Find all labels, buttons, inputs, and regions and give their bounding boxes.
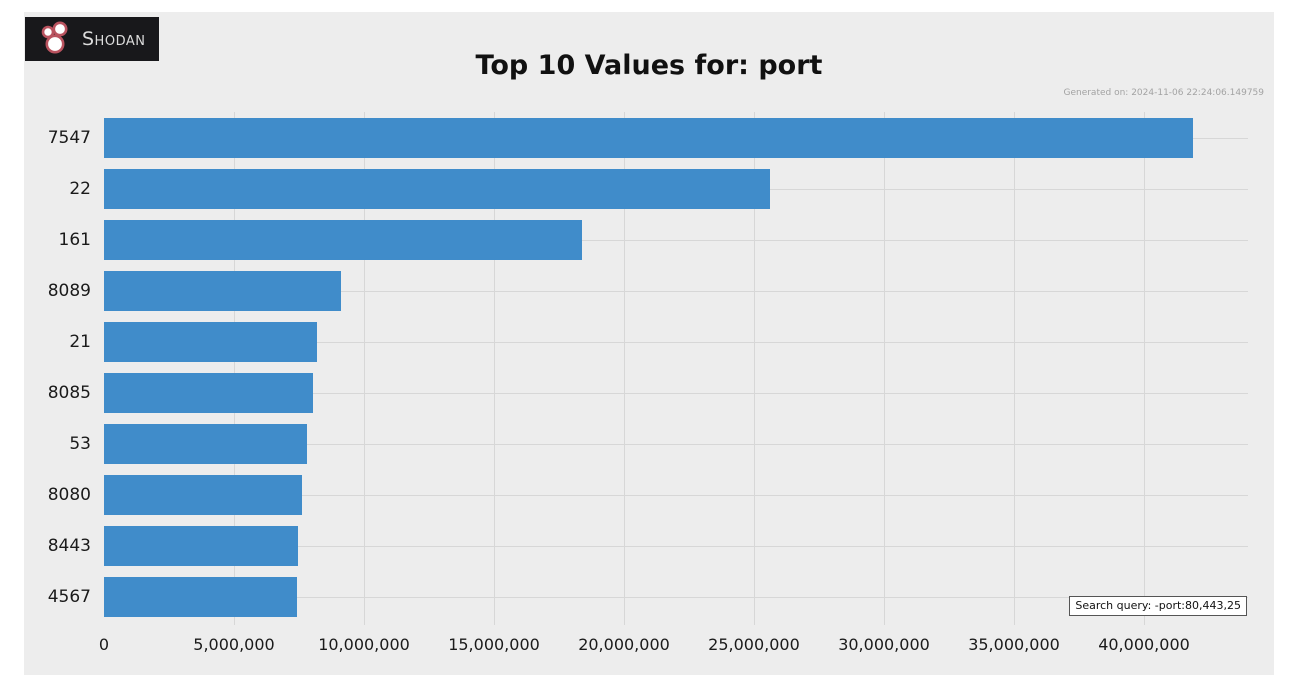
v-gridline xyxy=(753,112,755,625)
chart-row: 22 xyxy=(69,163,1248,214)
v-gridline xyxy=(884,112,885,625)
bar-chart: 7547 22 161 8089 21 8085 53 8080 8443 4567 0 5,000… xyxy=(48,112,1248,654)
chart-row: 8085 xyxy=(48,367,1248,418)
h-gridline xyxy=(104,392,1248,394)
shodan-logo: Shodan xyxy=(25,17,159,61)
vertical-gridlines xyxy=(104,112,1248,625)
chart-row: 4567 xyxy=(48,571,1248,622)
chart-row: 8089 xyxy=(48,265,1248,316)
page-title: Top 10 Values for: port xyxy=(475,50,823,81)
chart-rows: 7547 22 161 8089 21 8085 53 8080 8443 4567 xyxy=(48,112,1248,622)
bar xyxy=(104,168,770,209)
h-gridline xyxy=(104,545,1248,547)
x-tick-label: 25,000,000 xyxy=(708,635,800,654)
x-tick-label: 5,000,000 xyxy=(193,635,275,654)
bar xyxy=(104,423,307,464)
chart-row: 7547 xyxy=(48,112,1248,163)
bar xyxy=(104,321,318,362)
y-tick-label: 8085 xyxy=(47,382,91,403)
h-gridline xyxy=(104,290,1248,292)
search-query-box: Search query: -port:80,443,25 xyxy=(1069,596,1247,616)
x-tick-label: 10,000,000 xyxy=(318,635,410,654)
report-figure: Shodan Top 10 Values for: port Generated… xyxy=(24,12,1274,675)
bar xyxy=(104,372,314,413)
y-tick-label: 21 xyxy=(69,331,91,352)
v-gridline xyxy=(364,112,365,625)
chart-row: 53 xyxy=(69,418,1248,469)
y-tick-label: 22 xyxy=(69,178,91,199)
chart-row: 21 xyxy=(69,316,1248,367)
bar xyxy=(104,525,298,566)
y-tick-label: 7547 xyxy=(47,127,91,148)
bar xyxy=(104,474,302,515)
x-tick-label: 40,000,000 xyxy=(1098,635,1190,654)
shodan-logo-icon xyxy=(41,20,73,58)
shodan-logo-text: Shodan xyxy=(82,28,146,50)
chart-row: 161 xyxy=(59,214,1248,265)
x-tick-label: 20,000,000 xyxy=(578,635,670,654)
h-gridline xyxy=(104,494,1248,496)
x-tick-label: 0 xyxy=(98,635,110,654)
chart-row: 8443 xyxy=(48,520,1248,571)
v-gridline xyxy=(624,112,625,625)
y-tick-label: 161 xyxy=(58,229,91,250)
x-tick-label: 30,000,000 xyxy=(838,635,930,654)
y-tick-label: 4567 xyxy=(47,586,91,607)
y-tick-label: 8443 xyxy=(47,535,91,556)
h-gridline xyxy=(104,341,1248,343)
bar xyxy=(104,270,341,311)
bar xyxy=(104,576,298,617)
h-gridline xyxy=(104,596,1248,598)
x-axis: 0 5,000,000 10,000,000 15,000,000 20,000,000… xyxy=(99,622,1248,656)
x-tick-label: 15,000,000 xyxy=(448,635,540,654)
h-gridline xyxy=(104,443,1248,445)
x-tick-label: 35,000,000 xyxy=(968,635,1060,654)
generated-timestamp: Generated on: 2024-11-06 22:24:06.149759 xyxy=(1063,88,1264,98)
y-tick-label: 8089 xyxy=(47,280,91,301)
y-tick-label: 8080 xyxy=(47,484,91,505)
chart-row: 8080 xyxy=(48,469,1248,520)
v-gridline xyxy=(1014,112,1015,625)
y-tick-label: 53 xyxy=(69,433,91,454)
bar xyxy=(104,219,583,260)
bar xyxy=(104,117,1194,158)
v-gridline xyxy=(1144,112,1145,625)
v-gridline xyxy=(234,112,235,625)
h-gridline xyxy=(104,239,1248,241)
v-gridline xyxy=(494,112,495,625)
